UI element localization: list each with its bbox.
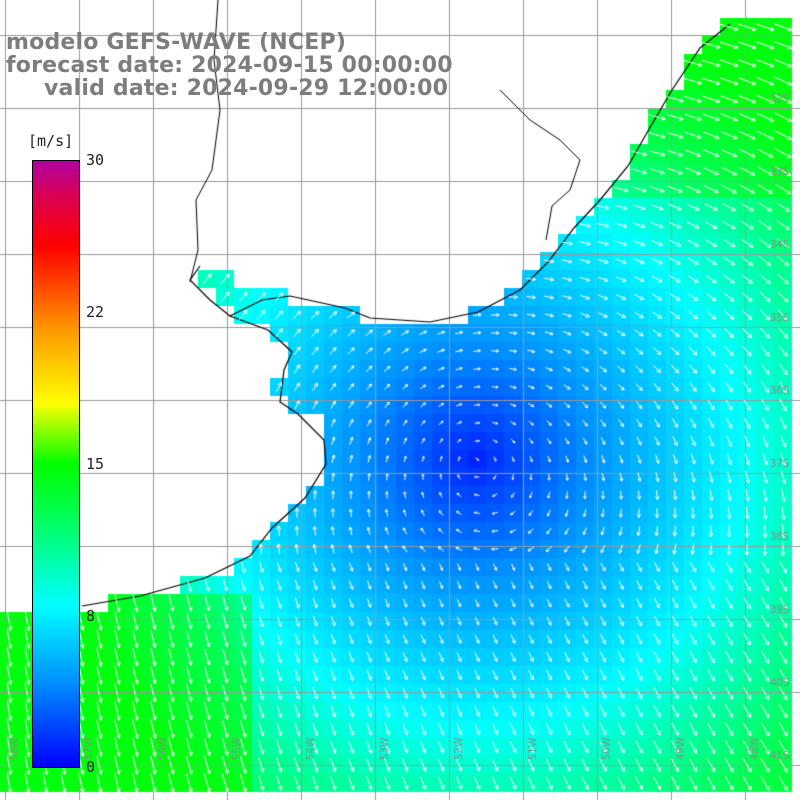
colorbar [32,160,80,768]
colorbar-tick-30: 30 [86,151,105,169]
colorbar-unit-label: [m/s] [28,132,74,150]
colorbar-tick-15: 15 [86,455,105,473]
colorbar-tick-0: 0 [86,758,96,776]
map-title-model: modelo GEFS-WAVE (NCEP) [6,30,347,55]
colorbar-tick-8: 8 [86,607,96,625]
map-title-forecast-date: forecast date: 2024-09-15 00:00:00 [6,53,453,78]
map-title-valid-date: valid date: 2024-09-29 12:00:00 [44,76,449,101]
colorbar-tick-22: 22 [86,303,105,321]
